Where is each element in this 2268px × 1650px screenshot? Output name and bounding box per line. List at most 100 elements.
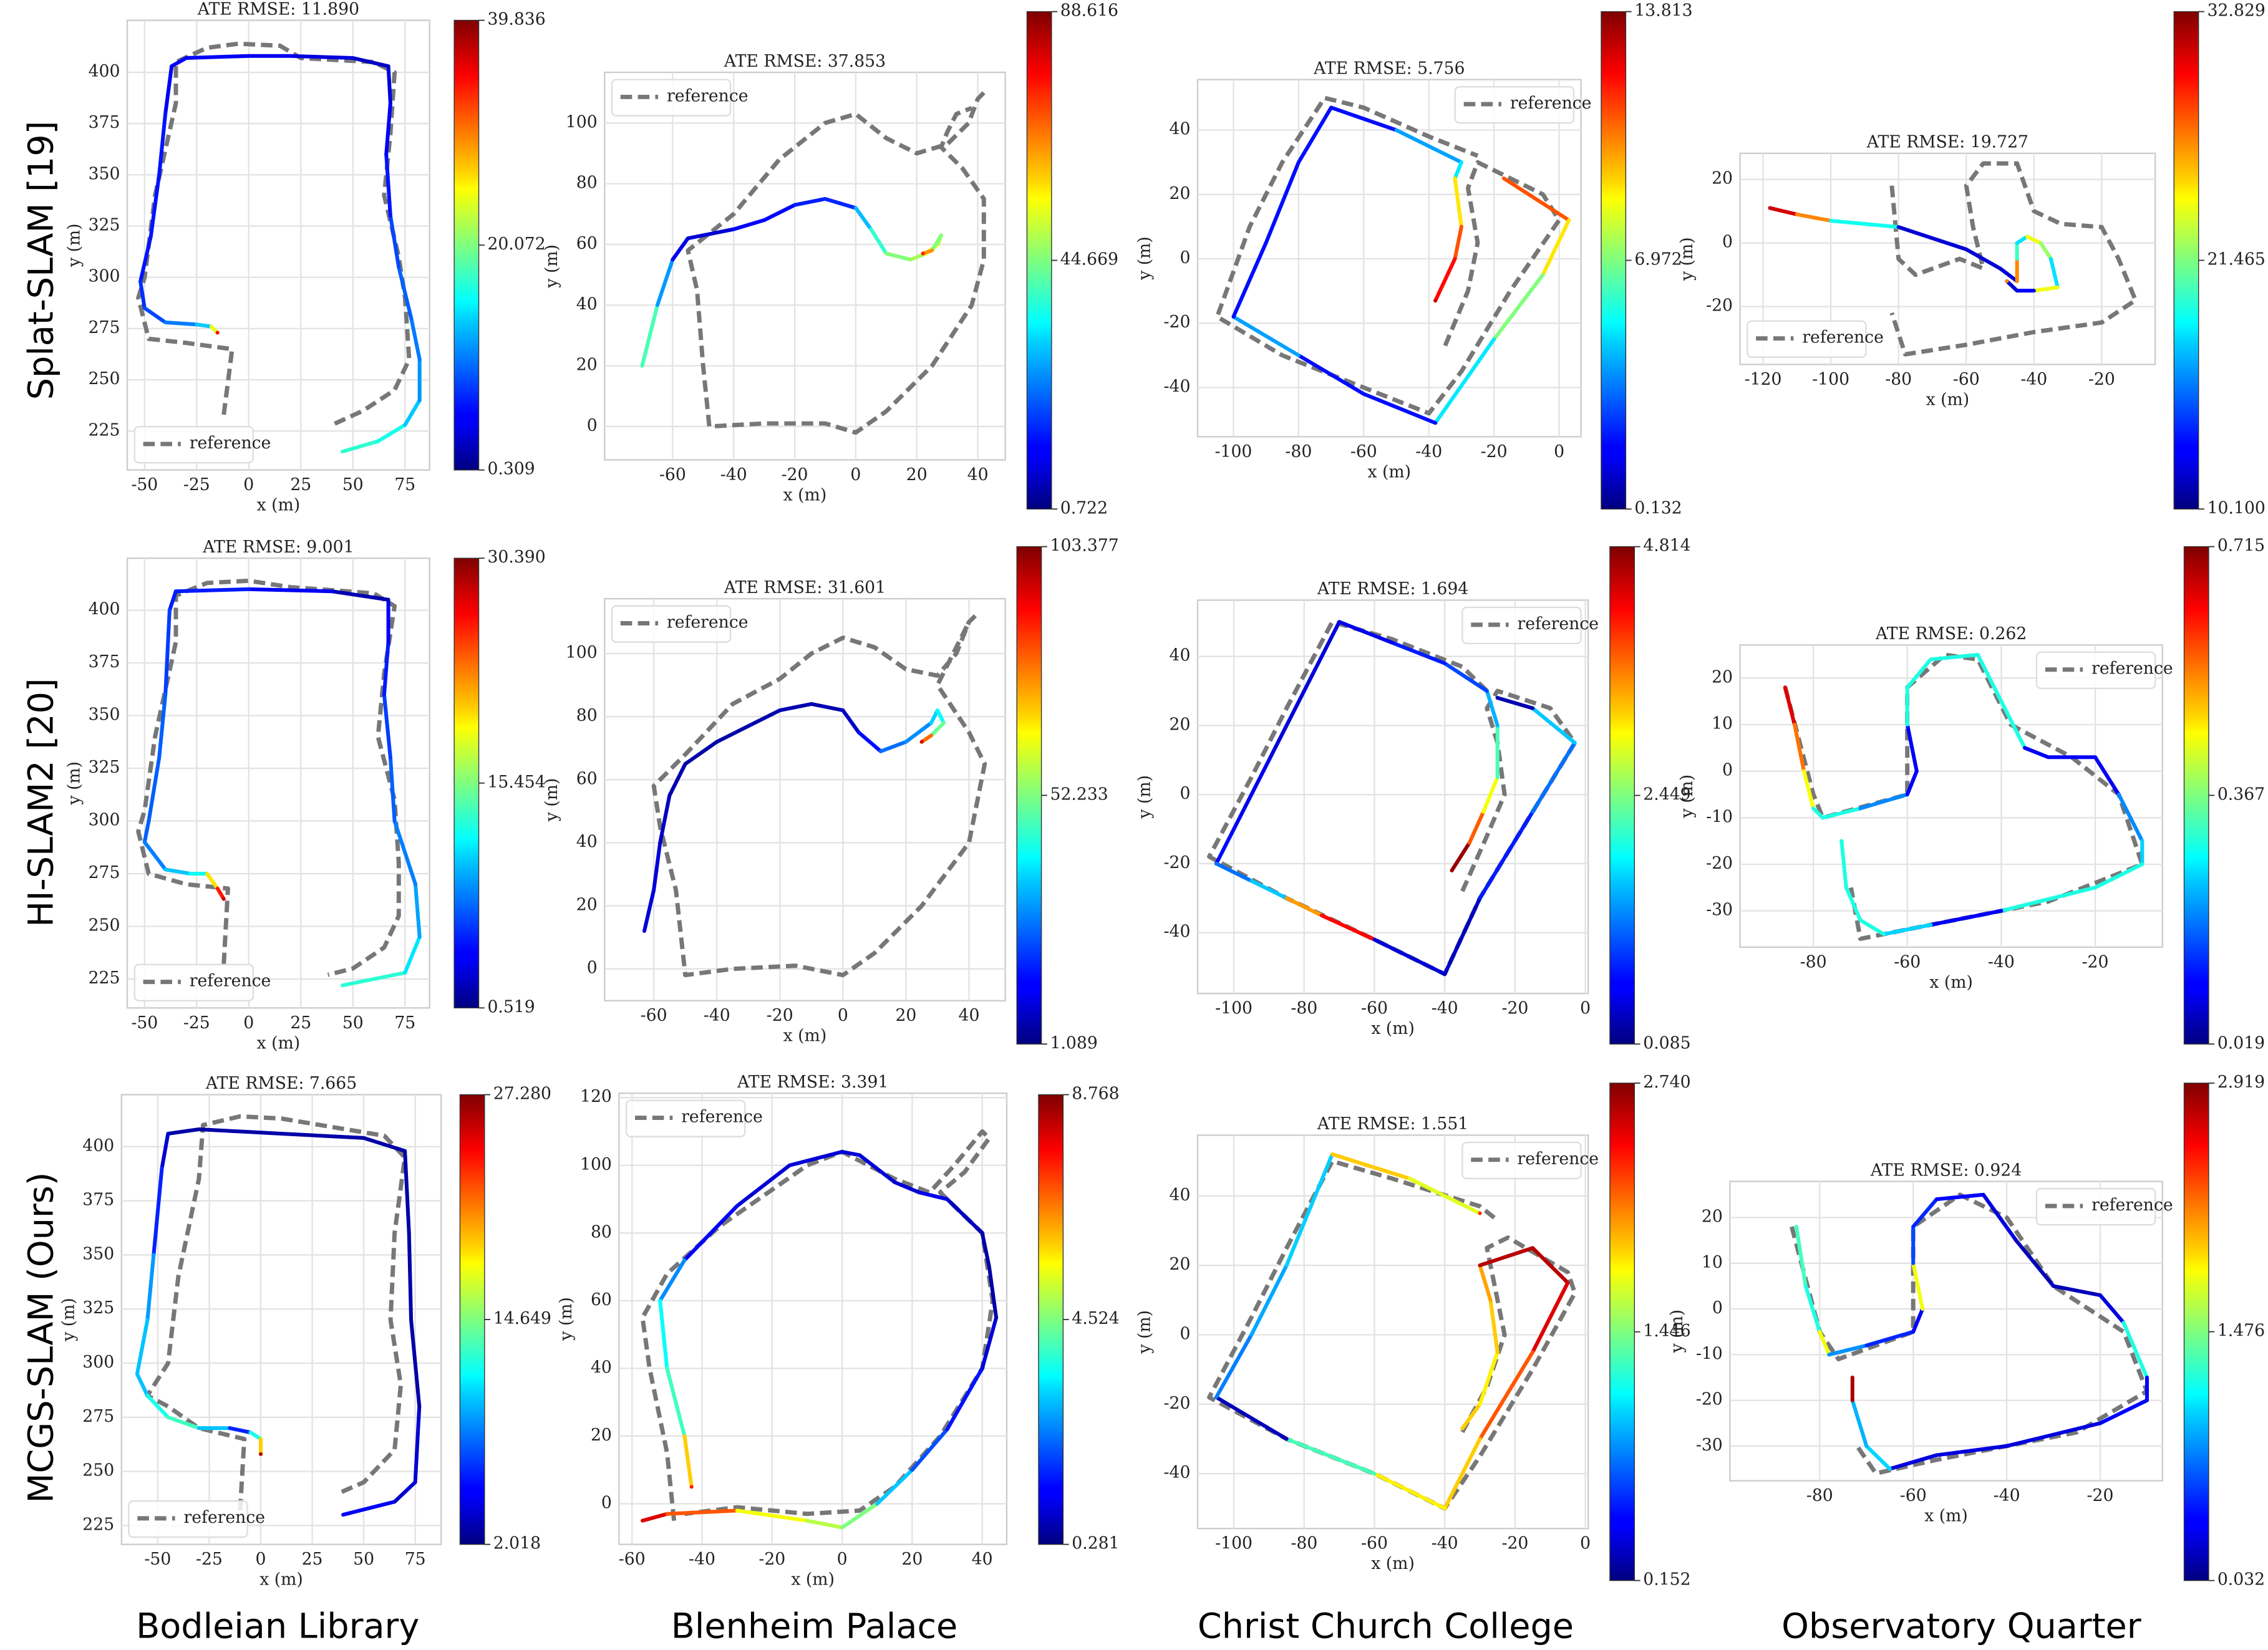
x-axis-label: x (m) xyxy=(791,1570,835,1590)
chart-title: ATE RMSE: 1.551 xyxy=(1317,1114,1468,1134)
y-tick-label: 80 xyxy=(576,173,598,193)
trajectory-segment xyxy=(878,740,908,753)
legend: reference xyxy=(128,1500,265,1538)
trajectory-segment xyxy=(1214,1333,1254,1399)
row-label: MCGS-SLAM (Ours) xyxy=(21,1172,62,1503)
reference-trajectory xyxy=(136,578,401,977)
legend-label: reference xyxy=(190,433,271,453)
trajectory-segment xyxy=(935,708,946,725)
row-label: HI-SLAM2 [20] xyxy=(21,678,62,927)
trajectory-segment xyxy=(893,1180,921,1195)
trajectory-segment xyxy=(1794,1225,1808,1288)
x-tick-label: 0 xyxy=(838,1006,848,1025)
colorbar xyxy=(1601,11,1627,510)
y-tick-label: 275 xyxy=(89,318,120,337)
y-tick-label: 325 xyxy=(89,758,120,777)
trajectory-segment xyxy=(683,740,719,766)
y-tick-label: 400 xyxy=(82,1136,114,1155)
trajectory-end xyxy=(1495,696,1500,700)
colorbar-tick-label: 88.616 xyxy=(1060,1,1118,21)
trajectory-segment xyxy=(1330,1152,1412,1181)
x-tick-label: 50 xyxy=(342,475,364,495)
colorbar-tick-label: 0.715 xyxy=(2217,536,2265,556)
column-label: Christ Church College xyxy=(1198,1606,1574,1646)
colorbar-tick-label: 0.722 xyxy=(1060,498,1108,518)
trajectory-segment xyxy=(1394,128,1463,165)
trajectory-segment xyxy=(667,762,687,798)
plot-area xyxy=(1739,644,2163,948)
y-tick-label: 0 xyxy=(1180,784,1190,803)
trajectory-segment xyxy=(1783,685,1796,727)
trajectory-segment xyxy=(1964,247,2002,271)
y-tick-label: 0 xyxy=(1180,248,1190,268)
chart-title: ATE RMSE: 5.756 xyxy=(1313,59,1465,78)
trajectory-segment xyxy=(1888,1453,1939,1471)
legend-label: reference xyxy=(681,1107,763,1127)
reference-trajectory xyxy=(145,1114,407,1511)
trajectory-segment xyxy=(746,708,782,728)
x-tick-label: 75 xyxy=(394,1013,415,1033)
trajectory-segment xyxy=(1531,741,1577,814)
y-tick-label: -20 xyxy=(1706,854,1733,873)
trajectory-segment xyxy=(658,1258,687,1303)
y-tick-label: -30 xyxy=(1706,900,1733,920)
trajectory-end xyxy=(1478,1211,1482,1215)
trajectory-segment xyxy=(382,640,390,697)
trajectory-segment xyxy=(1296,105,1334,165)
colorbar xyxy=(459,1094,485,1545)
x-tick-label: -40 xyxy=(1415,442,1442,461)
trajectory-segment xyxy=(1792,722,1806,773)
trajectory-segment xyxy=(2005,279,2019,293)
trajectory-end xyxy=(921,251,925,256)
x-tick-label: -40 xyxy=(2020,370,2047,389)
chart-title: ATE RMSE: 11.890 xyxy=(197,0,359,19)
trajectory-segment xyxy=(1768,206,1799,216)
trajectory-segment xyxy=(413,882,422,939)
trajectory-segment xyxy=(135,1372,150,1398)
y-tick-label: 350 xyxy=(82,1244,114,1263)
y-axis-label: y (m) xyxy=(1667,1310,1687,1354)
y-axis-label: y (m) xyxy=(65,223,84,268)
trajectory-end xyxy=(2005,279,2009,283)
trajectory-end xyxy=(215,330,220,335)
x-axis-label: x (m) xyxy=(1367,462,1411,481)
trajectory-segment xyxy=(1829,218,1901,229)
trajectory-segment xyxy=(382,692,392,760)
trajectory-segment xyxy=(1818,1329,1831,1357)
x-tick-label: -80 xyxy=(1885,370,1912,389)
trajectory-segment xyxy=(910,1427,949,1472)
y-axis-label: y (m) xyxy=(1135,1310,1155,1354)
trajectory-segment xyxy=(1443,896,1482,977)
trajectory-segment xyxy=(2093,755,2121,797)
trajectory-segment xyxy=(1981,1192,2018,1243)
x-tick-label: -60 xyxy=(619,1550,646,1569)
trajectory-segment xyxy=(787,1150,845,1167)
trajectory-segment xyxy=(1844,885,1863,922)
trajectory-segment xyxy=(142,840,168,872)
trajectory-segment xyxy=(1905,657,1933,690)
trajectory-segment xyxy=(1478,1350,1535,1441)
y-tick-label: 300 xyxy=(89,267,120,286)
x-tick-label: -25 xyxy=(183,475,210,495)
trajectory-segment xyxy=(1284,896,1324,918)
subplot: -80 -60 -40 -20 -30 -20 -10 0 10 20 ATE RMSE: 0.26… xyxy=(1677,536,2265,1053)
trajectory-segment xyxy=(1531,1246,1570,1285)
trajectory-segment xyxy=(1372,1472,1447,1510)
reference-trajectory xyxy=(651,614,987,978)
y-tick-label: 0 xyxy=(587,958,598,978)
x-axis-label: x (m) xyxy=(1924,1507,1968,1526)
y-tick-label: 60 xyxy=(591,1290,612,1310)
trajectory-segment xyxy=(341,1500,397,1517)
legend: reference xyxy=(611,79,749,117)
trajectory-segment xyxy=(682,1204,739,1262)
trajectory-segment xyxy=(853,206,873,231)
legend-box xyxy=(1461,606,1582,645)
trajectory-segment xyxy=(163,867,193,876)
trajectory-segment xyxy=(856,730,883,753)
trajectory-segment xyxy=(732,218,767,231)
trajectory-segment xyxy=(919,733,933,744)
colorbar-tick-label: 14.649 xyxy=(493,1309,551,1328)
y-tick-label: -10 xyxy=(1706,807,1733,826)
